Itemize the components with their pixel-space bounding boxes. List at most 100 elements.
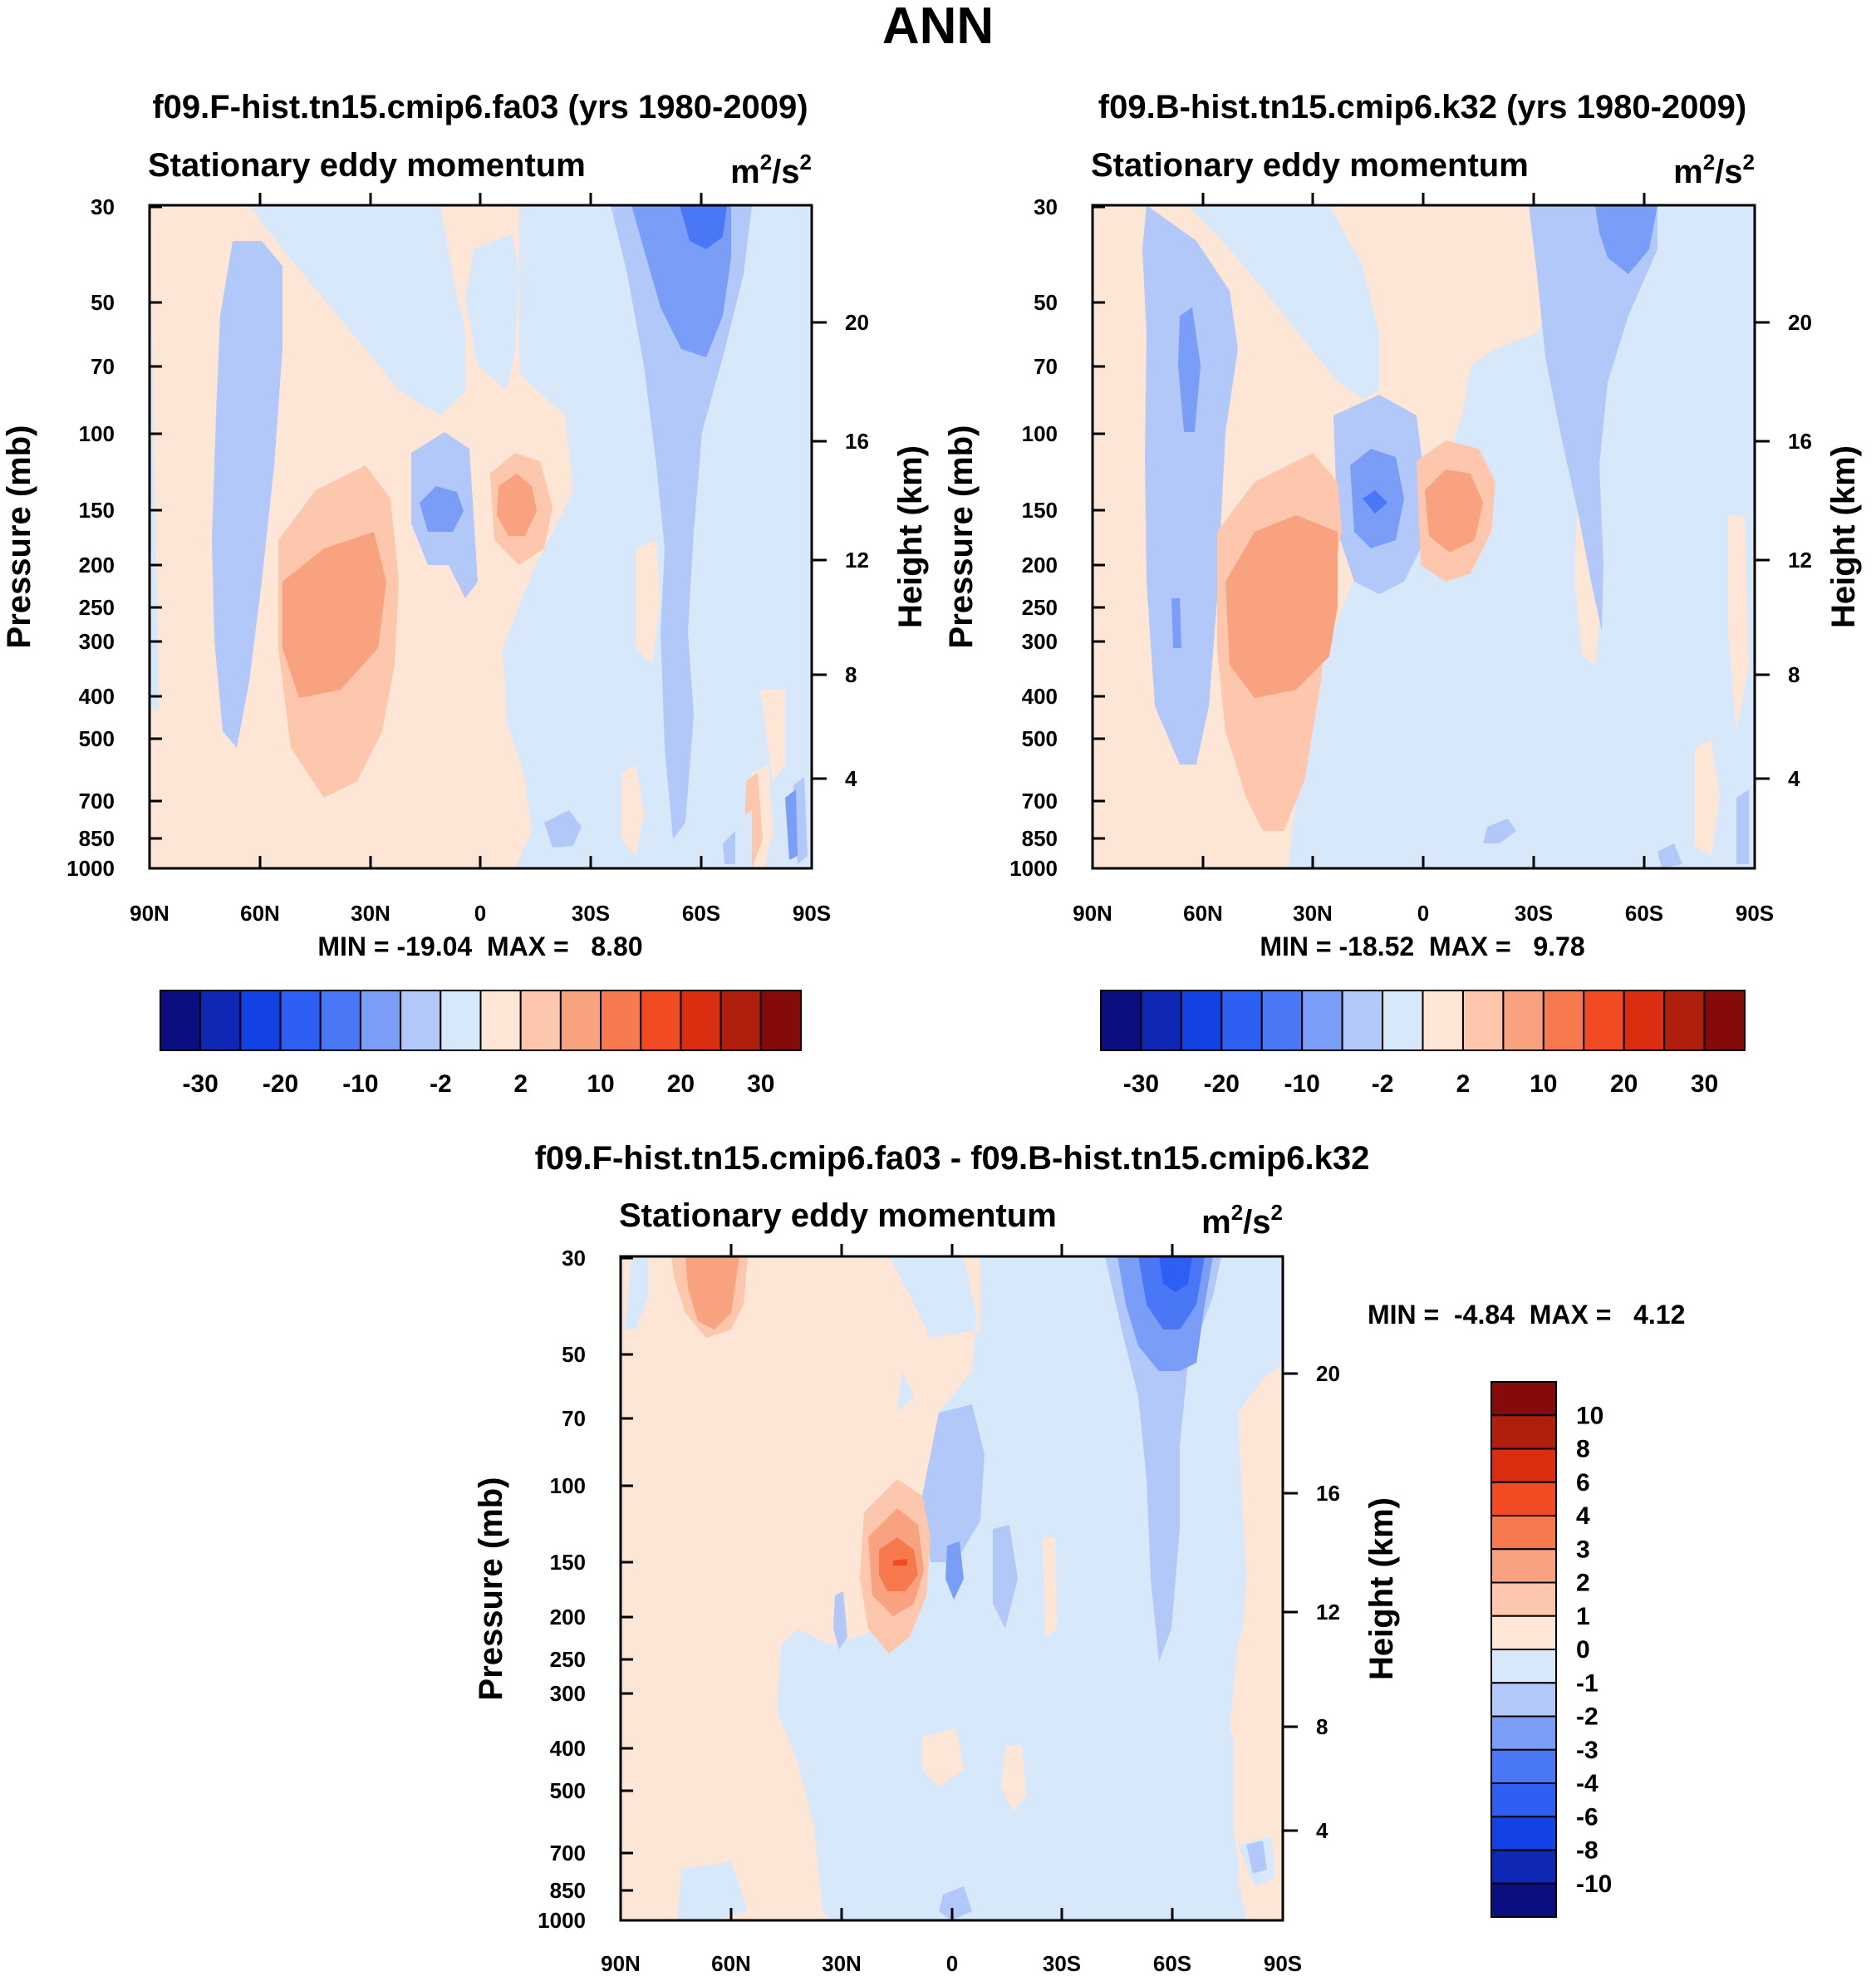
panel-title: f09.F-hist.tn15.cmip6.fa03 (yrs 1980-200… [152, 89, 808, 125]
contour-band-0to-1 [677, 1861, 748, 1920]
y-axis-right-title: Height (km) [892, 445, 929, 628]
colorbar-label: -2 [1372, 1070, 1394, 1098]
y-tick-label-right: 8 [845, 662, 857, 687]
y-axis: 30 50 70 100 150 200 250 300 400 500 700… [473, 1246, 633, 1933]
colorbar-label: -1 [1576, 1669, 1599, 1697]
panel-difference: f09.F-hist.tn15.cmip6.fa03 - f09.B-hist.… [473, 1140, 1685, 1976]
colorbar-box [759, 990, 802, 1051]
contour-band-1to-2 [922, 1404, 985, 1562]
colorbar-box [1100, 990, 1142, 1051]
contour-band-2to10neg [1736, 789, 1749, 864]
y-tick-label: 1000 [538, 1908, 586, 1933]
panel-test: f09.B-hist.tn15.cmip6.k32 (yrs 1980-2009… [943, 89, 1862, 961]
colorbar-label: -10 [1576, 1870, 1612, 1898]
x-tick-label: 60N [240, 901, 280, 926]
colorbar-box [559, 990, 602, 1051]
colorbar-box [1490, 1581, 1557, 1617]
y-tick-label: 50 [1034, 290, 1058, 315]
y-axis-title: Pressure (mb) [1, 425, 37, 649]
colorbar-label: 8 [1576, 1436, 1590, 1463]
y-tick-label: 1000 [66, 856, 115, 881]
colorbar-label: 2 [1456, 1070, 1471, 1098]
colorbar-box [1542, 990, 1585, 1051]
panel-title: f09.B-hist.tn15.cmip6.k32 (yrs 1980-2009… [1098, 89, 1746, 125]
contour-band-0to2 [1093, 598, 1113, 831]
colorbar-box [1663, 990, 1706, 1051]
units-label: m2/s2 [730, 150, 812, 190]
y-tick-label-right: 20 [1316, 1361, 1340, 1386]
colorbar-label: 10 [1530, 1070, 1557, 1098]
y-tick-label: 300 [550, 1681, 586, 1706]
y-tick-label: 200 [1022, 553, 1058, 578]
y-tick-label: 250 [1022, 595, 1058, 620]
y-tick-label: 400 [550, 1736, 586, 1761]
y-tick-label: 850 [79, 826, 115, 851]
contour-band-2to3 [685, 1256, 739, 1330]
contour-band-1to-2 [833, 1591, 847, 1649]
x-tick-label: 30S [1043, 1951, 1081, 1976]
y-axis-right: 20 16 12 8 4 Height (km) [1755, 310, 1862, 791]
colorbar-label: 10 [587, 1070, 614, 1098]
x-tick-label: 0 [946, 1951, 958, 1976]
y-tick-label: 1000 [1009, 856, 1058, 881]
contour-band-10to20neg [785, 789, 798, 860]
y-tick-label: 850 [550, 1878, 586, 1903]
y-tick-label: 100 [550, 1473, 586, 1498]
y-tick-label-right: 4 [1316, 1818, 1328, 1843]
units-label: m2/s2 [1673, 150, 1755, 190]
contour-band-1to-2 [993, 1525, 1018, 1629]
colorbar-box [1703, 990, 1746, 1051]
contour-field [1093, 205, 1755, 868]
y-tick-label-right: 4 [1788, 766, 1800, 791]
x-tick-label: 60N [1183, 901, 1223, 926]
contour-band-0to2 [1728, 515, 1749, 731]
colorbar-box [1140, 990, 1182, 1051]
contour-band-2to-3 [945, 1541, 964, 1600]
y-axis-right: 20 16 12 8 4 Height (km) [1283, 1361, 1400, 1843]
y-tick-label-right: 16 [845, 429, 869, 454]
panel-title: f09.F-hist.tn15.cmip6.fa03 - f09.B-hist.… [535, 1140, 1370, 1177]
y-tick-label-right: 12 [845, 548, 869, 573]
y-axis-title: Pressure (mb) [943, 425, 980, 649]
y-tick-label-right: 20 [1788, 310, 1812, 335]
y-tick-label: 30 [562, 1246, 586, 1271]
y-tick-label-right: 8 [1788, 662, 1800, 687]
contour-band-20to30neg [1363, 490, 1387, 514]
contour-band-20to30neg [680, 205, 727, 249]
y-tick-label: 200 [79, 553, 115, 578]
colorbar-label: 1 [1576, 1603, 1590, 1630]
colorbar-label: -20 [263, 1070, 298, 1098]
colorbar-box [1490, 1748, 1557, 1784]
colorbar-label: -10 [1284, 1070, 1320, 1098]
panel-control: f09.F-hist.tn15.cmip6.fa03 (yrs 1980-200… [1, 89, 929, 961]
x-tick-label: 30N [351, 901, 390, 926]
contour-band-10to20 [282, 532, 386, 698]
y-tick-label: 300 [1022, 629, 1058, 654]
colorbar-box [1461, 990, 1505, 1051]
colorbar-box [160, 990, 202, 1051]
colorbar-box [600, 990, 642, 1051]
y-tick-label-right: 4 [845, 766, 857, 791]
colorbar-box [1583, 990, 1625, 1051]
colorbar-box [1490, 1649, 1557, 1684]
panel-subtitle: Stationary eddy momentum [148, 147, 586, 184]
colorbar-label: -2 [430, 1070, 452, 1098]
y-tick-label: 200 [550, 1605, 586, 1630]
contour-band-10to20 [1225, 515, 1338, 698]
y-tick-label: 400 [1022, 684, 1058, 709]
units-label: m2/s2 [1201, 1200, 1283, 1241]
contour-band-0to-1 [897, 1371, 914, 1413]
colorbar-box [199, 990, 242, 1051]
y-tick-label: 30 [91, 194, 115, 219]
contour-band-1to-2 [939, 1886, 972, 1920]
y-tick-label: 50 [91, 290, 115, 315]
contour-band-10to20neg [420, 486, 464, 532]
y-tick-label-right: 12 [1788, 548, 1812, 573]
colorbar-label: -4 [1576, 1770, 1599, 1797]
colorbar-label: 10 [1576, 1402, 1603, 1429]
colorbar-box [1301, 990, 1343, 1051]
x-tick-label: 60S [1153, 1951, 1191, 1976]
contour-band-0to2 [621, 764, 644, 856]
x-tick-label: 0 [474, 901, 486, 926]
colorbar-box [1490, 1715, 1557, 1751]
